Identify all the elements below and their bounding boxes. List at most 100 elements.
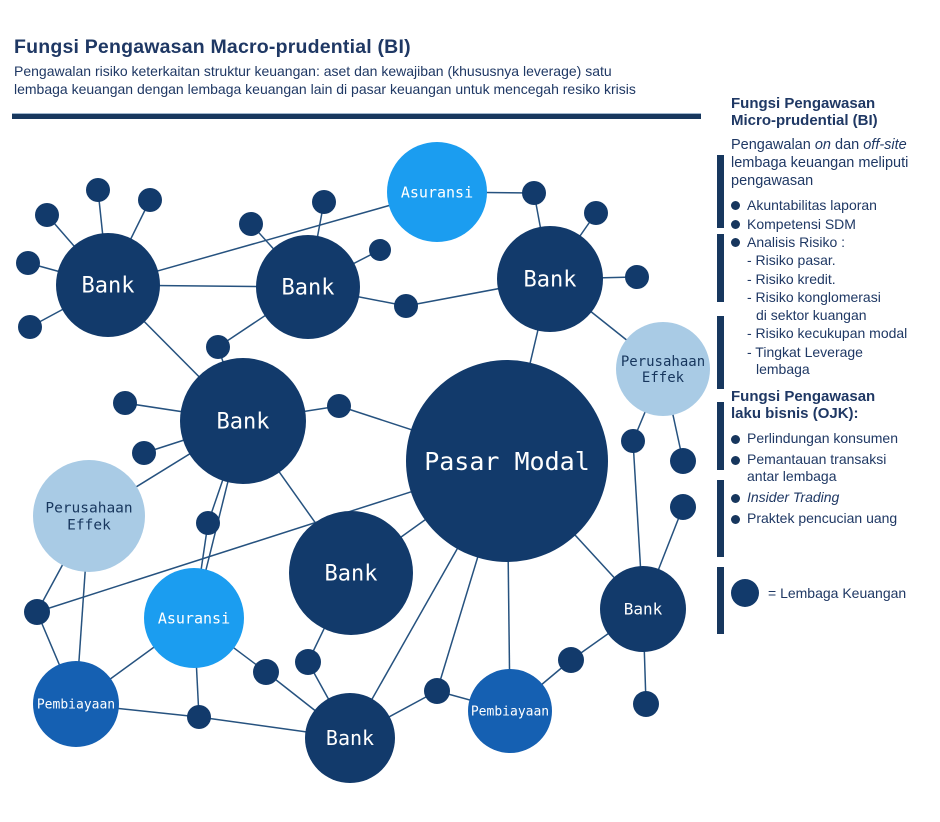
intro-text: Pengawalan (731, 137, 815, 153)
connector-dot (670, 494, 696, 520)
connector-dot (584, 201, 608, 225)
circle-pe2 (33, 460, 145, 572)
bullet-icon (731, 456, 740, 465)
connector-dot (621, 429, 645, 453)
list-item-text: - Tingkat Leverage lembaga (747, 343, 863, 378)
connector-dot (16, 251, 40, 275)
circle-pasar (406, 360, 608, 562)
intro-text: lembaga keuangan meliputi (731, 155, 909, 171)
connector-dot (187, 705, 211, 729)
legend-label: = Lembaga Keuangan (768, 585, 907, 601)
circle-bankG (305, 693, 395, 783)
list-item: - Risiko kecukupan modal (747, 325, 907, 343)
intro-text: pengawasan (731, 173, 814, 189)
list-item: Praktek pencucian uang (731, 510, 898, 527)
title-underline (12, 113, 701, 119)
circle-bankE (289, 511, 413, 635)
circle-bankA (56, 233, 160, 337)
list-item: Analisis Risiko : (731, 233, 877, 252)
list-item-text: Pemantauan transaksi antar lembaga (747, 451, 887, 484)
legend: = Lembaga Keuangan (731, 579, 906, 607)
bullet-icon (731, 219, 740, 229)
connector-dot (424, 678, 450, 704)
list-item-text: Perlindungan konsumen (747, 430, 898, 446)
circle-bankC (497, 226, 603, 332)
risk-sub-list: - Risiko pasar. - Risiko kredit. - Risiko … (747, 252, 907, 380)
circle-pem2 (468, 669, 552, 753)
intro-italic-on: on (814, 137, 831, 153)
sidebar-accent-bar-segment (717, 155, 724, 228)
circle-pe1 (616, 322, 710, 416)
bullet-icon (731, 201, 740, 210)
intro-text: dan (830, 137, 864, 153)
list-item: Perlindungan konsumen (731, 430, 898, 447)
bullet-icon (731, 435, 740, 444)
connector-dot (239, 212, 263, 236)
label-pem1: Pembiayaan (37, 698, 115, 713)
list-item-text: Akuntabilitas laporan (747, 197, 877, 213)
list-item: Kompetensi SDM (731, 215, 877, 234)
connector-dot (558, 647, 584, 673)
circle-bankD (180, 358, 306, 484)
label-pem2: Pembiayaan (471, 705, 549, 720)
list-item: Insider Trading (731, 489, 898, 506)
connector-dot (206, 335, 230, 359)
connector-dot (394, 294, 418, 318)
circle-pem1 (33, 661, 119, 747)
connector-dot (327, 394, 351, 418)
connector-dot (18, 315, 42, 339)
label-bankG: Bank (326, 726, 374, 750)
list-item: - Tingkat Leverage lembaga (747, 344, 907, 379)
connector-dot (132, 441, 156, 465)
label-bankB: Bank (282, 276, 335, 301)
connector-dot (196, 511, 220, 535)
micro-prudential-intro: Pengawalan on dan off-site lembaga keuang… (731, 136, 908, 190)
connector-dot (295, 649, 321, 675)
connector-dot (670, 448, 696, 474)
list-item-text: - Risiko kecukupan modal (747, 325, 908, 341)
connector-dot (633, 691, 659, 717)
connector-dot (138, 188, 162, 212)
bullet-icon (731, 515, 740, 524)
list-item: - Risiko pasar. (747, 252, 907, 270)
connector-dot (86, 178, 110, 202)
sidebar-accent-bar-segment (717, 480, 724, 557)
connector-dot (369, 239, 391, 261)
ojk-bullet-list: Perlindungan konsumen Pemantauan transaks… (731, 430, 898, 531)
list-item-text: - Risiko pasar. (747, 252, 836, 268)
label-pasar: Pasar Modal (424, 447, 590, 476)
label-pe2: Perusahaan Effek (45, 501, 132, 534)
circle-bankB (256, 235, 360, 339)
sidebar-accent-bar-segment (717, 567, 724, 634)
sidebar: Fungsi Pengawasan Micro-prudential (BI) … (731, 0, 937, 822)
micro-prudential-heading: Fungsi Pengawasan Micro-prudential (BI) (731, 95, 878, 129)
list-item: Akuntabilitas laporan (731, 196, 877, 215)
label-bankE: Bank (325, 562, 378, 587)
list-item-text: - Risiko konglomerasi di sektor kuangan (747, 289, 881, 323)
page-title: Fungsi Pengawasan Macro-prudential (BI) (14, 36, 411, 58)
list-item-text: Analisis Risiko : (747, 234, 846, 250)
label-bankF: Bank (624, 600, 663, 619)
list-item-text: - Risiko kredit. (747, 270, 836, 287)
circle-asu1 (387, 142, 487, 242)
label-bankC: Bank (524, 268, 577, 293)
connector-dot (312, 190, 336, 214)
connector-dot (522, 181, 546, 205)
list-item-text: Insider Trading (747, 489, 840, 505)
connection-line (107, 191, 438, 286)
connector-dot (35, 203, 59, 227)
connector-dot (24, 599, 50, 625)
connector-dot (253, 659, 279, 685)
list-item-text: Kompetensi SDM (747, 215, 856, 232)
label-bankD: Bank (217, 410, 270, 435)
label-pe1: Perusahaan Effek (621, 354, 705, 386)
label-bankA: Bank (82, 274, 135, 299)
list-item: - Risiko kredit. (747, 271, 907, 289)
micro-prudential-bullet-list: Akuntabilitas laporan Kompetensi SDM Anali… (731, 196, 877, 252)
list-item-text: Praktek pencucian uang (747, 510, 898, 526)
bullet-icon (731, 494, 740, 503)
sidebar-accent-bar-segment (717, 316, 724, 389)
connector-dot (625, 265, 649, 289)
